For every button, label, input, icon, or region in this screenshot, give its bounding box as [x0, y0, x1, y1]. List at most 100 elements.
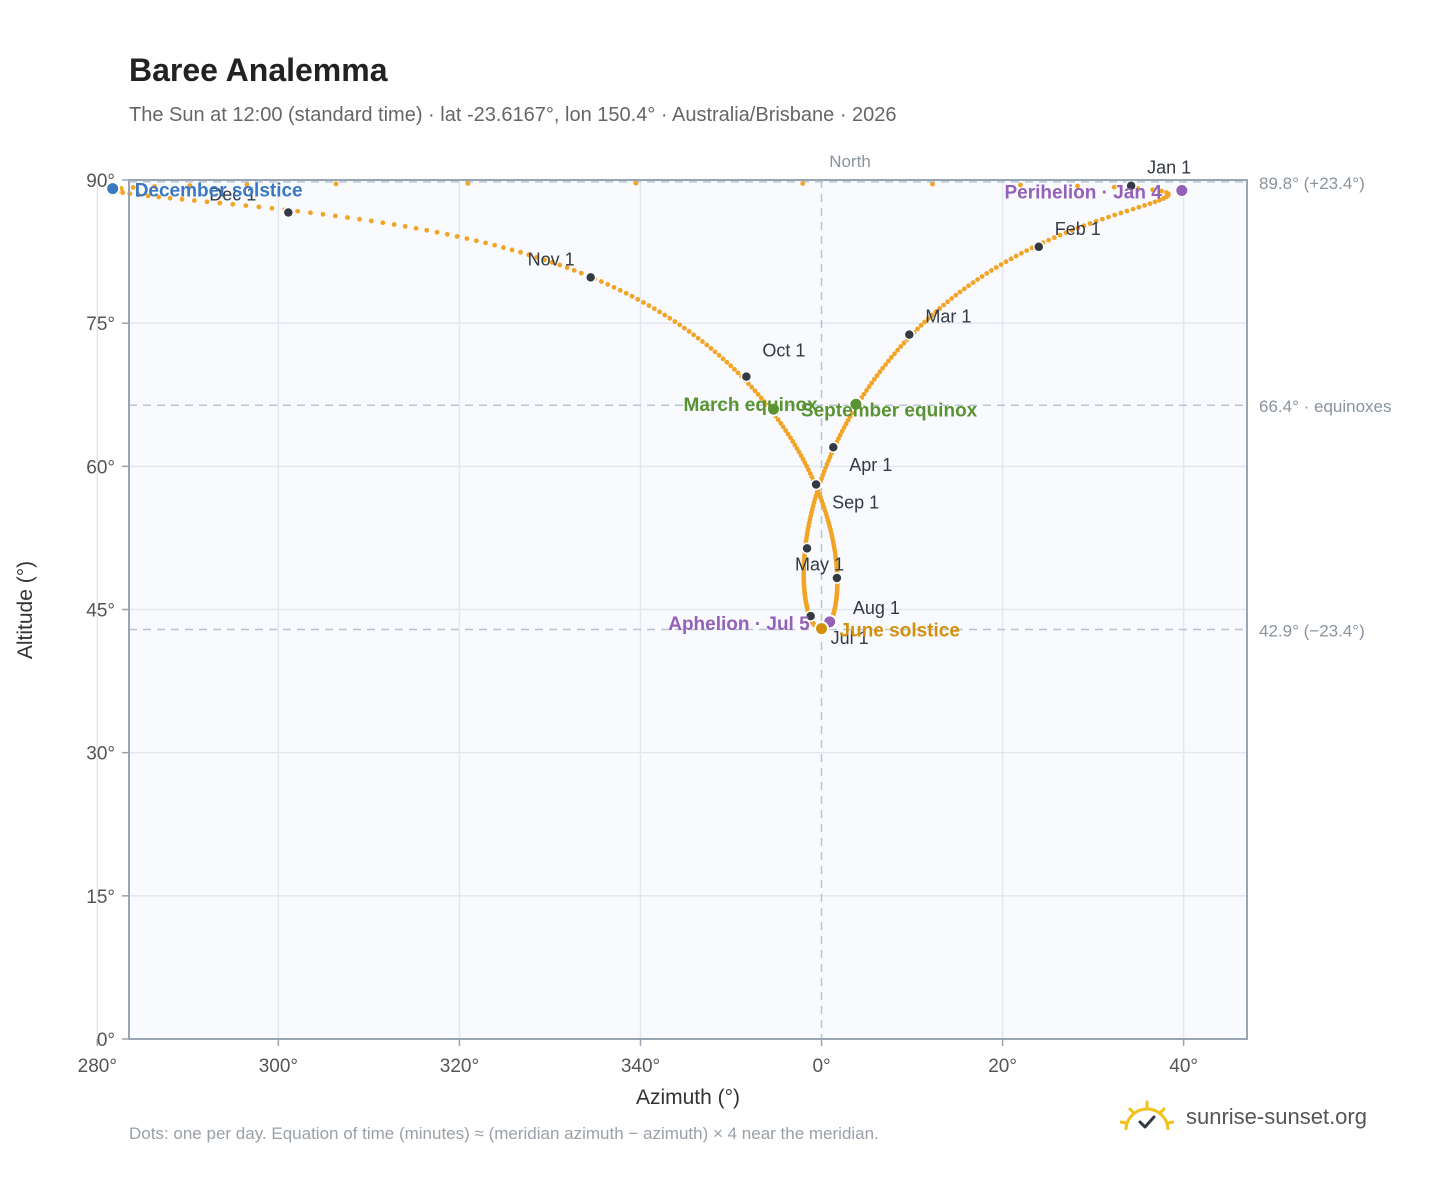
daily-sun-dot: [1130, 206, 1136, 212]
daily-sun-dot: [864, 387, 869, 393]
daily-sun-dot: [686, 329, 692, 334]
daily-sun-dot: [345, 215, 350, 220]
daily-sun-dot: [745, 381, 751, 386]
daily-sun-dot: [179, 196, 185, 202]
daily-sun-dot: [998, 262, 1004, 267]
reference-line-label: 42.9° (−23.4°): [1259, 622, 1365, 641]
daily-sun-dot: [731, 366, 737, 372]
daily-sun-dot: [1099, 216, 1105, 222]
event-markers: December solstice Perihelion · Jan 4 March…: [105, 181, 1190, 642]
month-marker: [801, 542, 813, 555]
event-marker: [814, 621, 830, 637]
month-marker: [584, 271, 597, 284]
chart-title: Baree Analemma: [129, 52, 388, 88]
daily-sun-dot: [716, 352, 722, 358]
daily-sun-dot: [1019, 250, 1024, 256]
daily-sun-dot: [802, 460, 808, 466]
daily-sun-dot: [749, 384, 755, 390]
daily-sun-dot: [368, 218, 374, 224]
daily-sun-dot: [1063, 230, 1069, 236]
daily-sun-dot: [413, 225, 419, 231]
daily-sun-dot: [796, 449, 802, 455]
daily-sun-dot: [979, 274, 985, 279]
daily-sun-dot: [244, 182, 250, 188]
daily-sun-dot: [295, 208, 301, 214]
chart-subtitle: The Sun at 12:00 (standard time) · lat -…: [129, 104, 897, 126]
daily-sun-dot: [925, 316, 931, 321]
daily-sun-dot: [720, 356, 726, 362]
daily-sun-dot: [778, 420, 784, 426]
daily-sun-dot: [724, 359, 730, 365]
daily-sun-dot: [785, 431, 791, 437]
daily-sun-dot: [1069, 227, 1075, 233]
daily-sun-dot: [728, 363, 734, 369]
daily-sun-dot: [1160, 196, 1166, 201]
daily-sun-dot: [1093, 218, 1099, 224]
daily-sun-dot: [1075, 225, 1081, 231]
daily-sun-dot: [526, 252, 532, 258]
month-marker: [1033, 241, 1045, 253]
event-marker: [1174, 182, 1190, 198]
daily-sun-dot: [929, 312, 935, 318]
daily-sun-dot: [1124, 208, 1130, 214]
daily-sun-dot: [889, 354, 894, 360]
daily-sun-dot: [1157, 197, 1162, 203]
daily-sun-dot: [755, 391, 761, 397]
brand[interactable]: sunrise-sunset.org: [1120, 1100, 1367, 1134]
daily-sun-dot: [901, 340, 907, 346]
x-tick-label: 320°: [440, 1056, 479, 1077]
daily-sun-dot: [993, 265, 999, 270]
daily-sun-dot: [700, 339, 705, 344]
daily-sun-dot: [269, 205, 275, 211]
month-marker: [827, 441, 840, 453]
daily-sun-dot: [677, 322, 683, 328]
x-tick-label: 40°: [1169, 1056, 1198, 1077]
meridian-label: North: [829, 152, 871, 171]
daily-sun-dot: [1152, 199, 1158, 205]
daily-sun-dot: [798, 453, 804, 459]
axes: 280° 300° 320° 340° 0° 20° 40° 0° 15° 30° 45° 60° 75…: [78, 171, 1248, 1077]
daily-sun-dot: [509, 247, 515, 253]
daily-sun-dot: [869, 380, 875, 386]
event-label: December solstice: [135, 181, 303, 202]
daily-sun-dot: [866, 384, 872, 390]
daily-sun-dot: [758, 395, 764, 401]
daily-sun-dot: [1075, 183, 1080, 189]
daily-sun-dot: [930, 181, 935, 187]
month-label: May 1: [795, 554, 844, 574]
x-tick-label: 0°: [812, 1056, 830, 1077]
y-tick-label: 60°: [86, 457, 115, 478]
y-tick-label: 75°: [86, 314, 115, 335]
daily-sun-dot: [120, 190, 126, 196]
daily-sun-dot: [357, 216, 362, 222]
month-label: Jul 1: [831, 628, 869, 648]
daily-sun-dot: [895, 347, 901, 353]
brand-name: sunrise-sunset.org: [1186, 1104, 1367, 1129]
daily-sun-dot: [790, 438, 796, 444]
month-label: Sep 1: [832, 492, 879, 512]
daily-sun-dot: [966, 283, 972, 289]
daily-sun-dot: [156, 194, 162, 200]
event-label: Aphelion · Jul 5: [668, 614, 810, 635]
daily-sun-dot: [454, 233, 460, 239]
daily-sun-dot: [598, 279, 604, 284]
y-tick-label: 90°: [86, 171, 115, 192]
daily-sun-dot: [571, 267, 577, 273]
daily-sun-dot: [667, 315, 673, 321]
event-label: Perihelion · Jan 4: [1004, 182, 1162, 203]
daily-sun-dot: [1087, 221, 1093, 226]
daily-sun-dot: [1081, 223, 1087, 229]
daily-sun-dot: [380, 220, 386, 226]
daily-sun-dot: [465, 181, 471, 186]
daily-sun-dot: [518, 249, 523, 255]
daily-sun-dot: [1018, 182, 1023, 188]
daily-sun-dot: [473, 238, 479, 244]
daily-sun-dot: [1024, 248, 1030, 254]
daily-sun-dot: [841, 425, 847, 430]
daily-sun-dot: [492, 242, 498, 248]
daily-sun-dot: [847, 413, 853, 419]
daily-sun-dot: [1051, 235, 1057, 241]
event-marker: [105, 181, 121, 197]
daily-sun-dot: [444, 231, 450, 237]
daily-sun-dot: [989, 268, 994, 273]
